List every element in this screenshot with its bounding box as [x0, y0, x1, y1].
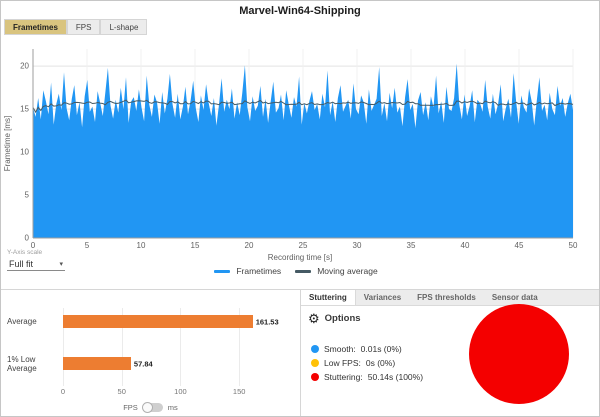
unit-toggle-row: FPS ms: [1, 402, 300, 413]
svg-text:Frametime [ms]: Frametime [ms]: [3, 116, 12, 172]
svg-text:25: 25: [299, 241, 308, 250]
tab-variances[interactable]: Variances: [363, 293, 402, 302]
tab-sensor-data[interactable]: Sensor data: [491, 293, 538, 302]
analysis-tab-bar: Stuttering Variances FPS thresholds Sens…: [301, 290, 599, 306]
1pct-low-bar: [63, 357, 131, 370]
options-label: Options: [324, 313, 361, 324]
chart-legend: Frametimes Moving average: [1, 263, 599, 279]
frametimes-legend-label: Frametimes: [236, 266, 282, 276]
svg-text:5: 5: [85, 241, 90, 250]
1pct-low-value: 57.84: [133, 359, 153, 368]
legend-item-low-fps: Low FPS: 0s (0%): [311, 358, 395, 368]
bar-row-1pct-low: 1% Low Average 57.84: [1, 354, 265, 373]
svg-text:5: 5: [25, 191, 30, 200]
y-axis-scale-select[interactable]: Full fit ▾: [7, 258, 65, 271]
fps-summary-panel: Average 161.53 1% Low Average 57.84 0 50 1…: [1, 290, 301, 416]
tab-l-shape[interactable]: L-shape: [100, 19, 148, 35]
tab-fps[interactable]: FPS: [66, 19, 101, 35]
legend-item-stuttering: Stuttering: 50.14s (100%): [311, 372, 423, 382]
average-bar: [63, 315, 253, 328]
low-fps-dot-icon: [311, 359, 319, 367]
svg-text:35: 35: [407, 241, 416, 250]
bar-label-average: Average: [7, 317, 37, 326]
svg-text:0: 0: [25, 234, 30, 243]
tab-stuttering[interactable]: Stuttering: [301, 290, 356, 305]
fps-ms-toggle[interactable]: [141, 402, 163, 413]
stuttering-dot-icon: [311, 373, 319, 381]
ms-unit-label: ms: [167, 403, 178, 412]
svg-text:10: 10: [137, 241, 146, 250]
low-fps-value: 0s (0%): [365, 358, 396, 368]
page-title: Marvel-Win64-Shipping: [239, 5, 361, 17]
analysis-panel: Stuttering Variances FPS thresholds Sens…: [301, 290, 599, 416]
svg-text:0: 0: [31, 241, 36, 250]
smooth-label: Smooth:: [324, 344, 356, 354]
svg-text:30: 30: [353, 241, 362, 250]
gear-icon: ⚙: [308, 311, 320, 326]
smooth-dot-icon: [311, 345, 319, 353]
smooth-value: 0.01s (0%): [360, 344, 402, 354]
x-axis-title: Recording time [s]: [267, 253, 333, 262]
bar-row-average: Average 161.53: [1, 314, 279, 329]
stuttering-label: Stuttering:: [324, 372, 363, 382]
options-button[interactable]: ⚙ Options: [308, 312, 361, 325]
y-axis-scale-label: Y-Axis scale: [7, 249, 43, 256]
chevron-down-icon: ▾: [59, 261, 63, 268]
frametimes-legend-swatch: [214, 269, 231, 273]
tab-frametimes[interactable]: Frametimes: [4, 19, 67, 35]
stutter-pie-chart: [469, 304, 569, 404]
moving-average-legend-swatch: [295, 269, 312, 273]
y-axis-scale-control: Y-Axis scale Full fit ▾: [7, 249, 77, 271]
svg-text:40: 40: [461, 241, 470, 250]
average-value: 161.53: [255, 317, 279, 326]
stuttering-value: 50.14s (100%): [367, 372, 424, 382]
moving-average-legend-label: Moving average: [317, 266, 378, 276]
svg-text:10: 10: [20, 148, 29, 157]
svg-text:45: 45: [515, 241, 524, 250]
bottom-panels: Average 161.53 1% Low Average 57.84 0 50 1…: [1, 289, 599, 416]
fps-unit-label: FPS: [123, 403, 138, 412]
svg-text:15: 15: [191, 241, 200, 250]
low-fps-label: Low FPS:: [324, 358, 361, 368]
toggle-knob: [141, 402, 153, 413]
y-axis-scale-value: Full fit: [9, 259, 34, 269]
bar-track: 57.84: [63, 356, 265, 371]
svg-text:15: 15: [20, 105, 29, 114]
bar-track: 161.53: [63, 314, 279, 329]
svg-text:20: 20: [20, 62, 29, 71]
tab-fps-thresholds[interactable]: FPS thresholds: [417, 293, 476, 302]
chart-tab-bar: Frametimes FPS L-shape: [1, 19, 599, 35]
bar-chart-x-axis: 0 50 100 150: [60, 387, 246, 396]
frametime-chart[interactable]: 0 5 10 15 20 0 5 10 15 20 25 30 35 40 45 50 Frametime [m…: [1, 35, 600, 253]
svg-text:50: 50: [569, 241, 578, 250]
legend-item-smooth: Smooth: 0.01s (0%): [311, 344, 402, 354]
bar-label-1pct-low: 1% Low Average: [7, 354, 37, 373]
svg-text:20: 20: [245, 241, 254, 250]
